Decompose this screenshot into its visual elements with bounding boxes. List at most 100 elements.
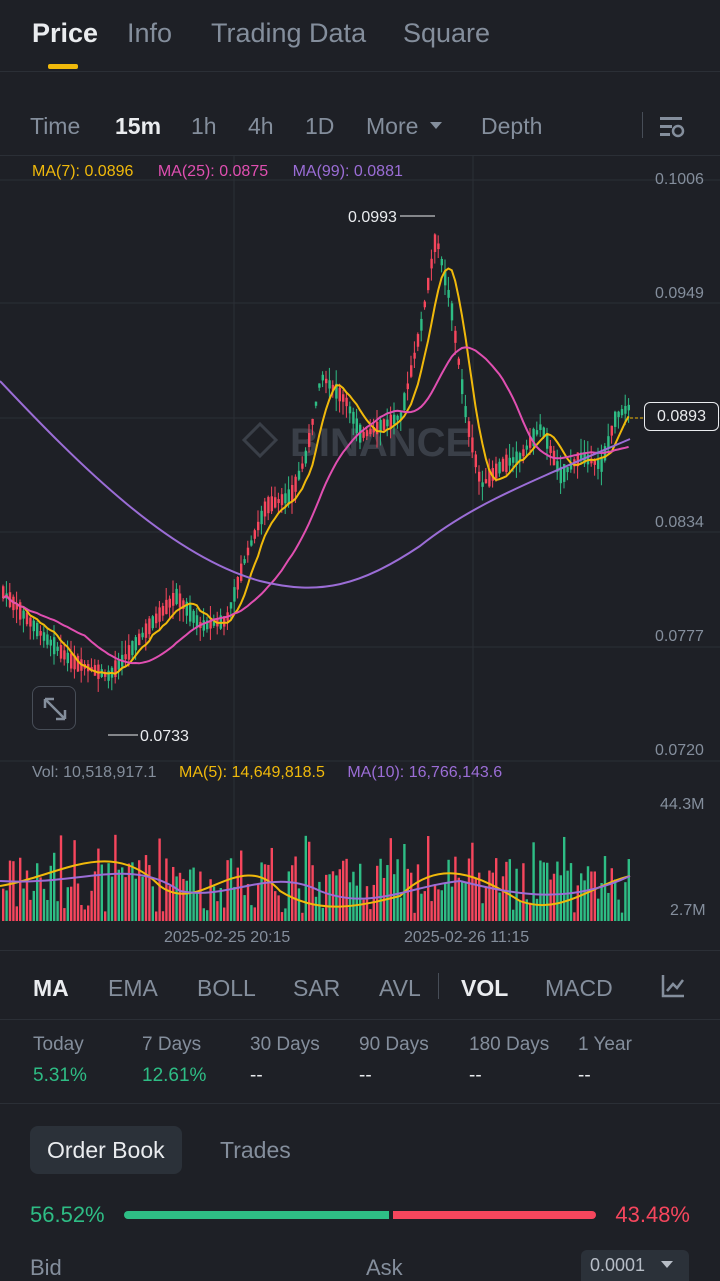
precision-select[interactable]: 0.0001 [581, 1250, 689, 1281]
volume-bar [104, 911, 107, 921]
interval-4h[interactable]: 4h [248, 113, 274, 139]
candle-body [76, 655, 80, 672]
candle-body [90, 667, 93, 672]
indicator-ma[interactable]: MA [33, 975, 69, 1001]
candle-body [233, 587, 236, 602]
volume-bar [206, 910, 209, 921]
volume-bar [328, 874, 331, 921]
interval-depth[interactable]: Depth [481, 113, 543, 139]
interval-more[interactable]: More [366, 113, 443, 140]
volume-bar [93, 871, 97, 921]
candle-body [491, 468, 494, 481]
indicator-sar[interactable]: SAR [293, 975, 341, 1001]
candle-body [430, 258, 433, 269]
candle-body [461, 379, 464, 395]
candle-body [352, 411, 355, 424]
candle-body [36, 623, 39, 637]
perf-label: 180 Days [469, 1034, 550, 1055]
volume-bar [219, 887, 222, 921]
candle-body [338, 387, 341, 402]
candle-body [413, 352, 416, 359]
candle-body [515, 451, 518, 466]
candle-body [260, 510, 263, 525]
candle-body [250, 540, 253, 546]
candle-body [46, 634, 49, 645]
candle-body [376, 421, 379, 435]
candle-body [464, 406, 467, 418]
volume-bar [406, 868, 409, 921]
performance-row: Today 5.31% 7 Days 12.61% 30 Days -- 90 … [0, 1020, 720, 1104]
candle-body [576, 452, 579, 467]
candle-body [311, 418, 314, 425]
volume-bar [39, 877, 42, 921]
candle-body [287, 489, 290, 505]
candle-body [627, 404, 630, 411]
volume-bar [355, 885, 358, 921]
volume-bar [342, 860, 345, 921]
ask-ratio-bar [393, 1211, 596, 1219]
ask-ratio: 43.48% [615, 1202, 690, 1227]
volume-bar [563, 836, 566, 921]
candle-body [104, 671, 107, 677]
candle-body [12, 596, 15, 611]
tab-order-book[interactable]: Order Book [30, 1126, 182, 1174]
interval-15m[interactable]: 15m [115, 113, 162, 139]
time-axis-label: 2025-02-26 11:15 [404, 929, 530, 946]
candle-body [369, 428, 372, 435]
bid-ask-ratio: 56.52% 43.48% [0, 1200, 720, 1230]
interval-1d[interactable]: 1D [305, 113, 335, 139]
volume-bar [624, 882, 627, 921]
candle-body [70, 653, 73, 669]
volume-axis-max: 44.3M [660, 796, 705, 813]
indicator-macd[interactable]: MACD [545, 975, 613, 1001]
chart-settings-icon[interactable] [658, 114, 686, 140]
candle-body [597, 460, 600, 469]
interval-1h[interactable]: 1h [191, 113, 217, 139]
volume-bar [338, 869, 341, 921]
indicator-vol[interactable]: VOL [461, 975, 509, 1001]
expand-button[interactable] [32, 686, 76, 730]
volume-bar [542, 862, 545, 921]
tab-price[interactable]: Price [32, 18, 99, 48]
candle-body [168, 598, 171, 608]
volume-bar [260, 862, 263, 921]
indicator-boll[interactable]: BOLL [197, 975, 256, 1001]
candle-body [134, 637, 137, 651]
candle-body [274, 497, 277, 508]
candle-body [529, 437, 532, 448]
candle-body [614, 411, 617, 427]
volume-bar [63, 908, 66, 921]
tab-info[interactable]: Info [127, 18, 173, 48]
chart-area[interactable]: BINANCE 0.0993 0.0733 [0, 156, 720, 948]
candle-body [546, 433, 549, 449]
candle-body [209, 619, 212, 629]
volume-bar [532, 842, 535, 921]
tab-square[interactable]: Square [403, 18, 491, 48]
tab-trading-data[interactable]: Trading Data [211, 18, 367, 48]
interval-time[interactable]: Time [30, 113, 81, 139]
bid-ratio: 56.52% [30, 1202, 105, 1227]
volume-bar [110, 876, 114, 921]
volume-bar [369, 909, 372, 921]
ma99-line [0, 380, 631, 589]
perf-label: 1 Year [578, 1034, 632, 1055]
perf-label: Today [33, 1034, 84, 1055]
indicator-avl[interactable]: AVL [379, 975, 421, 1001]
volume-bar [223, 907, 226, 921]
volume-bar [423, 891, 426, 921]
current-price-tag: 0.0893 [644, 402, 719, 431]
indicator-ema[interactable]: EMA [108, 975, 158, 1001]
candle-body [444, 270, 447, 286]
volume-bar [556, 861, 559, 921]
volume-bar [491, 872, 494, 921]
candle-body [539, 424, 542, 431]
indicator-settings-icon[interactable] [660, 973, 686, 999]
volume-bar [433, 884, 437, 921]
perf-today: Today 5.31% [33, 1034, 87, 1087]
volume-bar [457, 877, 460, 921]
volume-bar [552, 873, 556, 921]
perf-value: -- [359, 1065, 372, 1086]
candle-body [206, 620, 209, 630]
tab-trades[interactable]: Trades [220, 1137, 291, 1163]
